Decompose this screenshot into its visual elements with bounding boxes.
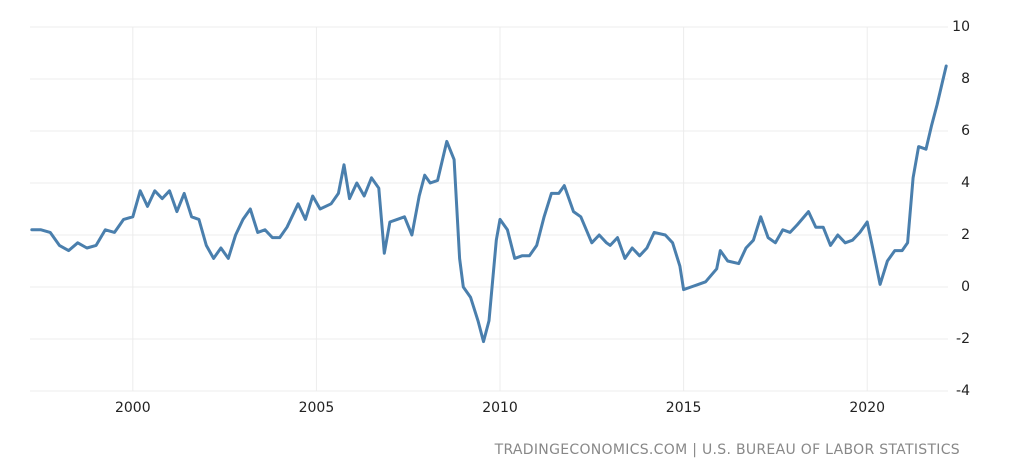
x-tick-label: 2000 bbox=[115, 400, 151, 416]
y-tick-label: -2 bbox=[956, 331, 970, 347]
y-tick-label: 8 bbox=[961, 71, 970, 87]
y-tick-label: 2 bbox=[961, 227, 970, 243]
y-tick-label: 0 bbox=[961, 279, 970, 295]
y-tick-label: 6 bbox=[961, 123, 970, 139]
y-tick-label: 4 bbox=[961, 175, 970, 191]
x-tick-label: 2015 bbox=[666, 400, 702, 416]
source: TRADINGECONOMICS.COM | U.S. BUREAU OF LA… bbox=[494, 442, 960, 458]
x-tick-label: 2020 bbox=[849, 400, 885, 416]
y-tick-label: 10 bbox=[952, 19, 970, 35]
y-tick-label: -4 bbox=[956, 383, 970, 399]
x-tick-label: 2010 bbox=[482, 400, 518, 416]
line-series bbox=[30, 64, 948, 344]
x-tick-label: 2005 bbox=[299, 400, 335, 416]
